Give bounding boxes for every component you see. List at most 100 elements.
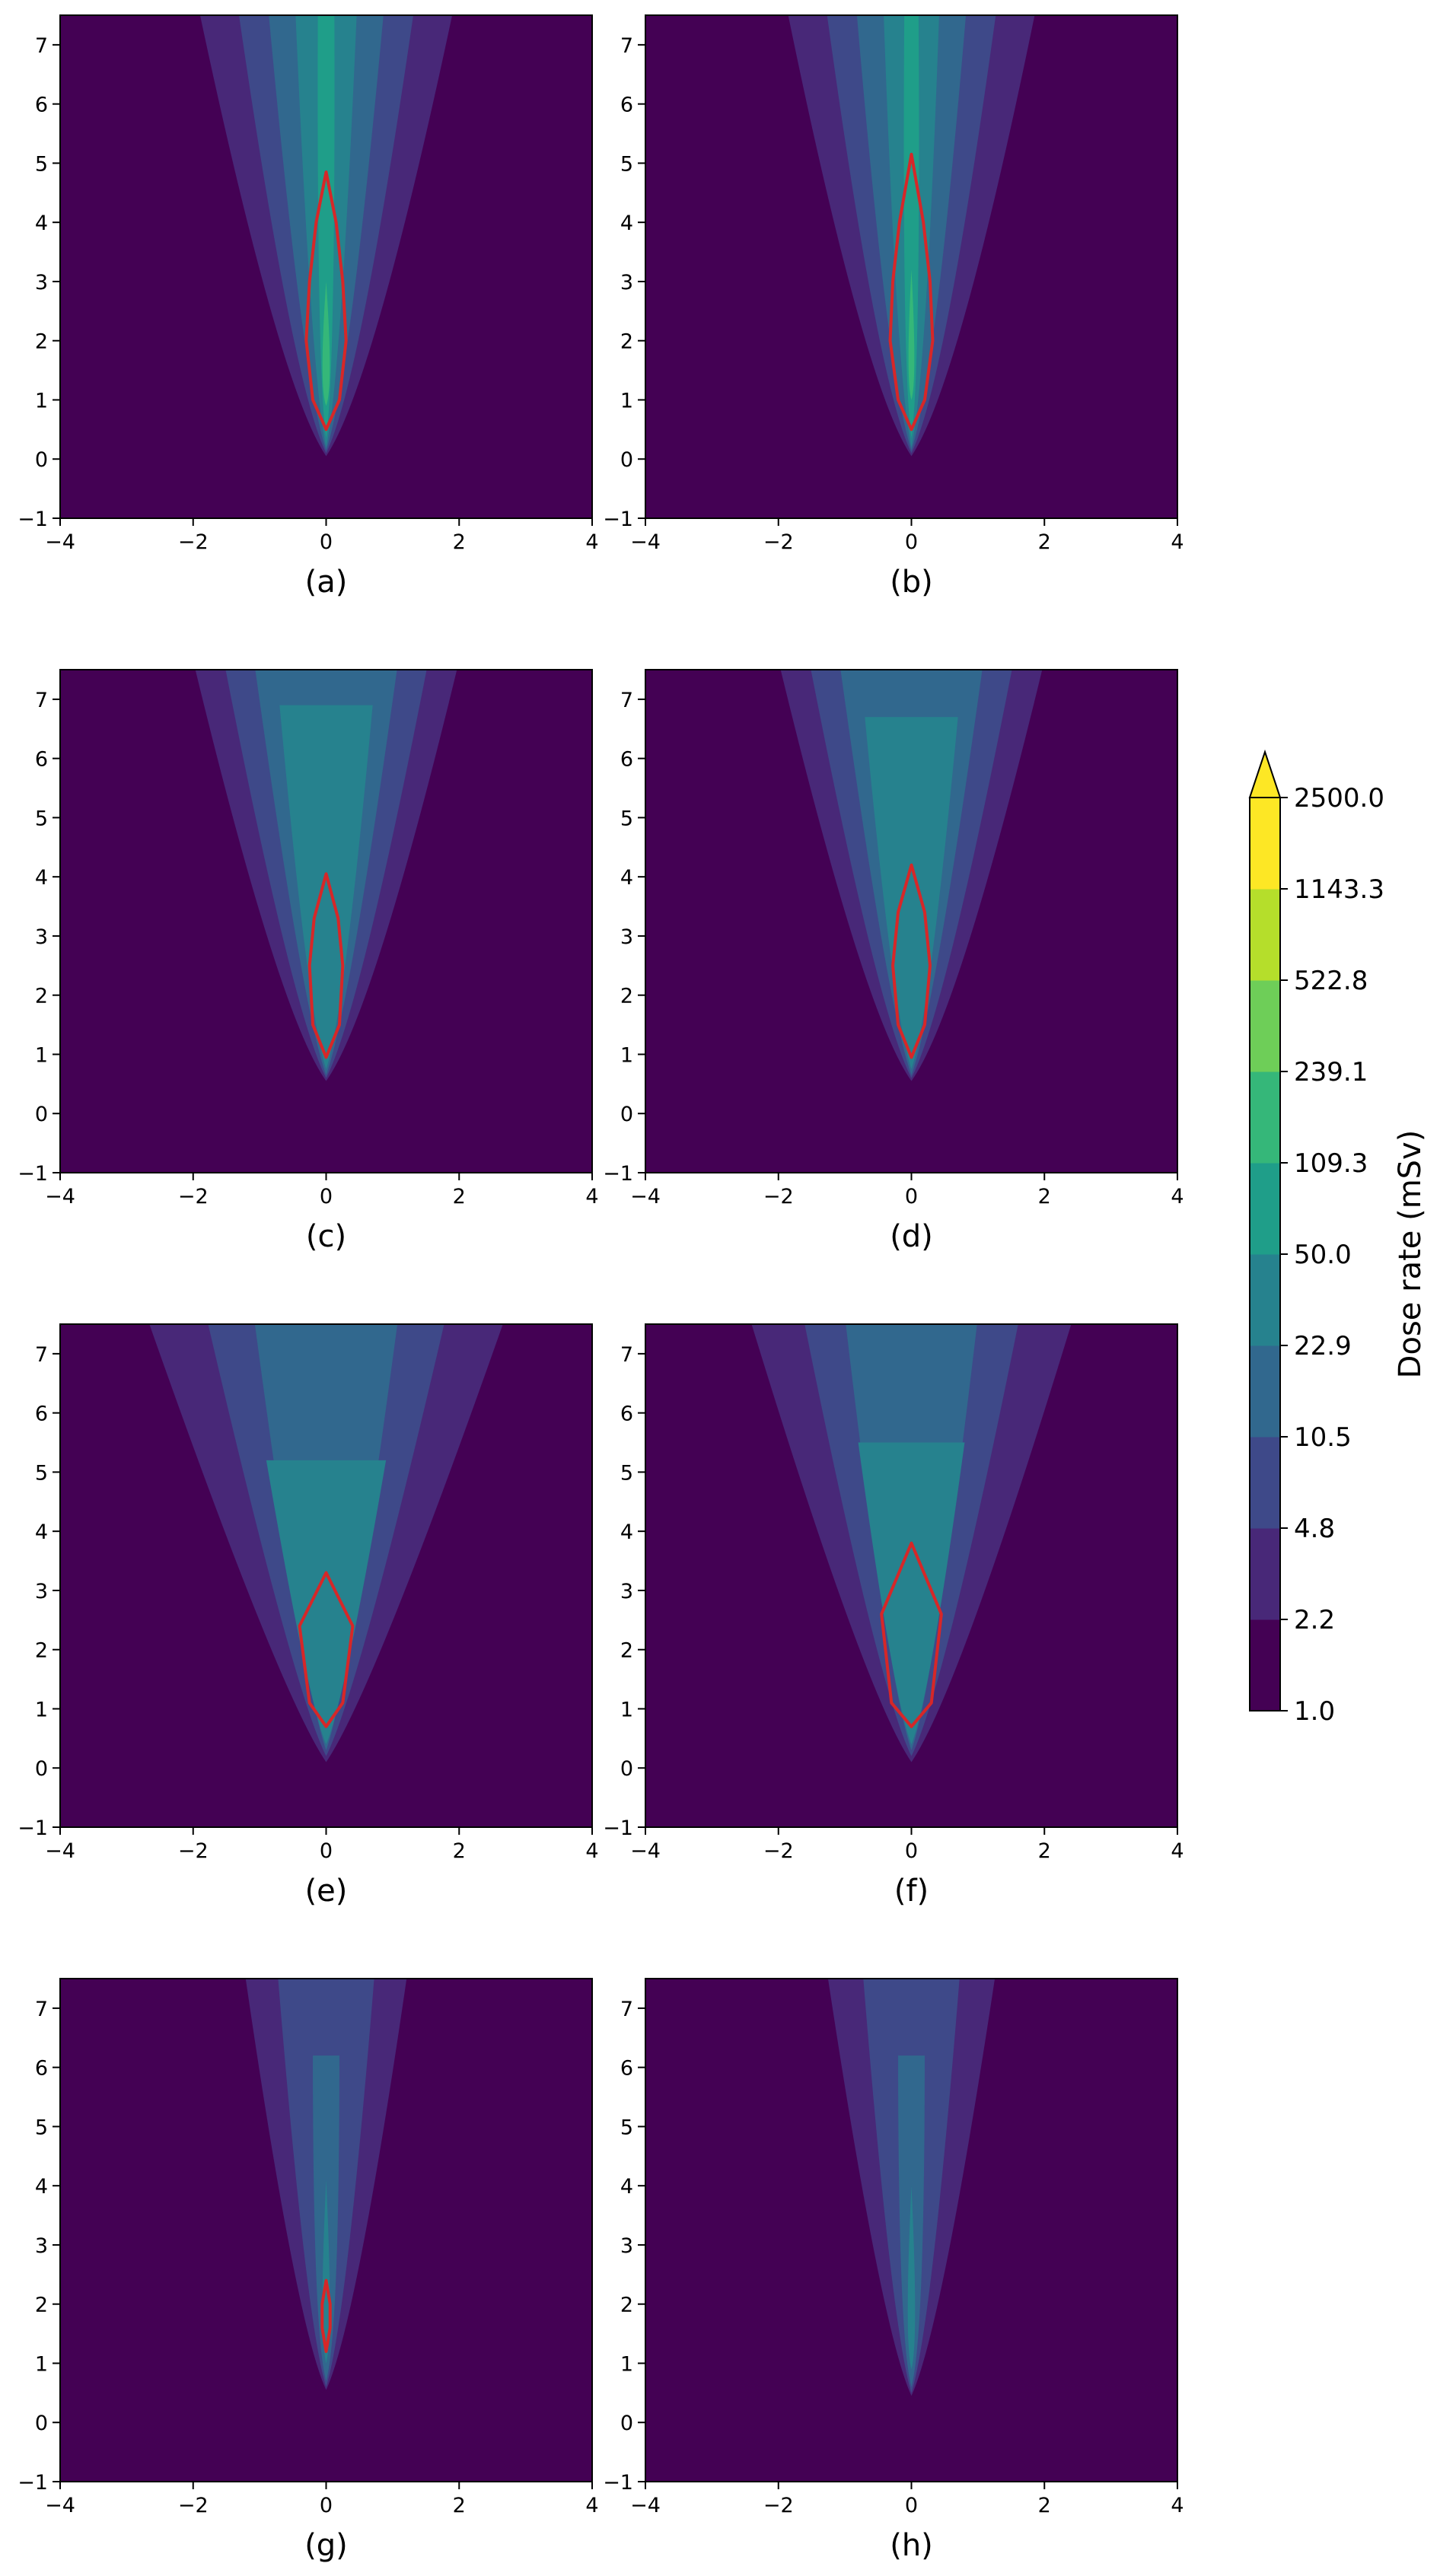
colorbar-tick-label: 239.1 — [1294, 1057, 1368, 1087]
contour-fills — [827, 1979, 996, 2396]
y-tick-label: 3 — [35, 925, 48, 949]
y-tick-label: 6 — [620, 1403, 633, 1426]
threshold-contour — [298, 1571, 355, 1728]
x-tick-label: −4 — [45, 1185, 75, 1208]
x-tick-label: 2 — [1038, 530, 1051, 554]
y-tick-label: 6 — [35, 748, 48, 772]
y-tick-label: 2 — [620, 2294, 633, 2317]
contour-band — [865, 717, 958, 1069]
y-tick-label: 5 — [620, 2116, 633, 2139]
y-tick-label: 4 — [620, 866, 633, 890]
colorbar-segment — [1250, 798, 1280, 890]
x-tick-label: −2 — [178, 1185, 209, 1208]
contour-band — [279, 705, 373, 1069]
x-tick-label: 2 — [453, 2494, 466, 2517]
y-tick-label: 5 — [620, 1461, 633, 1485]
x-tick-label: 4 — [1171, 1839, 1184, 1863]
x-tick-label: 2 — [453, 530, 466, 554]
colorbar-tick-label: 22.9 — [1294, 1331, 1352, 1361]
y-tick-label: −1 — [603, 2471, 633, 2495]
y-tick-label: 5 — [35, 152, 48, 176]
y-tick-label: 4 — [35, 1520, 48, 1544]
y-tick-label: 1 — [35, 1698, 48, 1721]
colorbar-tick-label: 50.0 — [1294, 1240, 1352, 1270]
x-tick-label: 4 — [585, 2494, 598, 2517]
x-tick-label: −4 — [630, 530, 661, 554]
y-tick-label: 4 — [35, 212, 48, 235]
y-tick-label: 2 — [35, 330, 48, 354]
panel-label: (d) — [890, 1219, 933, 1254]
y-tick-label: 3 — [35, 271, 48, 295]
colorbar-extend-arrow — [1248, 749, 1282, 798]
y-tick-label: −1 — [18, 508, 48, 531]
x-tick-label: −2 — [178, 1839, 209, 1863]
y-tick-label: 7 — [620, 34, 633, 58]
y-tick-label: 0 — [620, 1757, 633, 1781]
x-tick-label: 2 — [453, 1185, 466, 1208]
threshold-contour — [320, 2278, 332, 2353]
y-tick-label: 5 — [35, 1461, 48, 1485]
colorbar-tick-label: 2.2 — [1294, 1605, 1335, 1635]
x-tick-label: −4 — [45, 2494, 75, 2517]
x-tick-label: 2 — [1038, 2494, 1051, 2517]
y-tick-label: 5 — [620, 152, 633, 176]
colorbar: 1.0 2.2 4.8 10.5 22.9 50.0 109.3 239.1 522.8 1143… — [1248, 749, 1428, 1727]
y-tick-label: 7 — [35, 1998, 48, 2021]
y-tick-label: 3 — [620, 271, 633, 295]
panel-label: (f) — [894, 1874, 929, 1909]
colorbar-segment — [1250, 980, 1280, 1072]
panel-b: −4 −2 0 2 4 −1 0 1 2 3 4 5 6 7 (b) — [603, 14, 1184, 600]
panel-label: (e) — [305, 1874, 348, 1909]
colorbar-segment — [1250, 1345, 1280, 1438]
contour-fills — [245, 1979, 407, 2390]
colorbar-tick-label: 1143.3 — [1294, 874, 1384, 905]
x-tick-label: −4 — [630, 1185, 661, 1208]
contour-band — [322, 2180, 330, 2364]
contour-band — [317, 15, 335, 439]
colorbar-segment — [1250, 889, 1280, 981]
x-tick-label: −4 — [45, 530, 75, 554]
panel-e: −4 −2 0 2 4 −1 0 1 2 3 4 5 6 7 (e) — [18, 1323, 599, 1909]
x-tick-label: −4 — [630, 1839, 661, 1863]
panel-d: −4 −2 0 2 4 −1 0 1 2 3 4 5 6 7 (d) — [603, 669, 1184, 1254]
threshold-contour — [888, 152, 935, 431]
contour-fills — [199, 15, 453, 457]
y-tick-label: 0 — [35, 448, 48, 472]
y-tick-label: 0 — [620, 1103, 633, 1126]
y-tick-label: 2 — [620, 985, 633, 1008]
y-tick-label: 3 — [620, 1580, 633, 1603]
y-tick-label: 6 — [35, 94, 48, 117]
y-tick-label: 6 — [620, 748, 633, 772]
y-tick-label: 7 — [35, 689, 48, 712]
y-tick-label: 1 — [35, 389, 48, 412]
x-tick-label: 2 — [1038, 1185, 1051, 1208]
contour-band — [907, 2186, 916, 2370]
y-tick-label: 5 — [35, 807, 48, 830]
y-tick-label: −1 — [603, 508, 633, 531]
panel-g: −4 −2 0 2 4 −1 0 1 2 3 4 5 6 7 (g) — [18, 1978, 599, 2563]
colorbar-tick-label: 10.5 — [1294, 1422, 1352, 1453]
contour-band — [266, 1460, 387, 1745]
colorbar-label: Dose rate (mSv) — [1393, 1130, 1428, 1379]
x-tick-label: 4 — [1171, 1185, 1184, 1208]
y-tick-label: 0 — [620, 2412, 633, 2435]
x-tick-label: 4 — [1171, 2494, 1184, 2517]
y-tick-label: 7 — [35, 1343, 48, 1367]
y-tick-label: −1 — [18, 1817, 48, 1840]
panel-h: −4 −2 0 2 4 −1 0 1 2 3 4 5 6 7 (h) — [603, 1978, 1184, 2563]
y-tick-label: 0 — [35, 2412, 48, 2435]
contour-fills — [780, 670, 1043, 1081]
contour-band — [858, 1442, 965, 1745]
x-tick-label: 4 — [585, 530, 598, 554]
y-tick-label: 1 — [620, 2352, 633, 2376]
panel-label: (c) — [306, 1219, 346, 1254]
colorbar-tick-label: 4.8 — [1294, 1514, 1335, 1544]
x-tick-label: 0 — [320, 2494, 333, 2517]
colorbar-segment — [1250, 1437, 1280, 1529]
x-tick-label: 2 — [453, 1839, 466, 1863]
x-tick-label: −4 — [630, 2494, 661, 2517]
y-tick-label: 1 — [620, 1043, 633, 1067]
threshold-contour — [891, 863, 932, 1059]
y-tick-label: 2 — [35, 985, 48, 1008]
